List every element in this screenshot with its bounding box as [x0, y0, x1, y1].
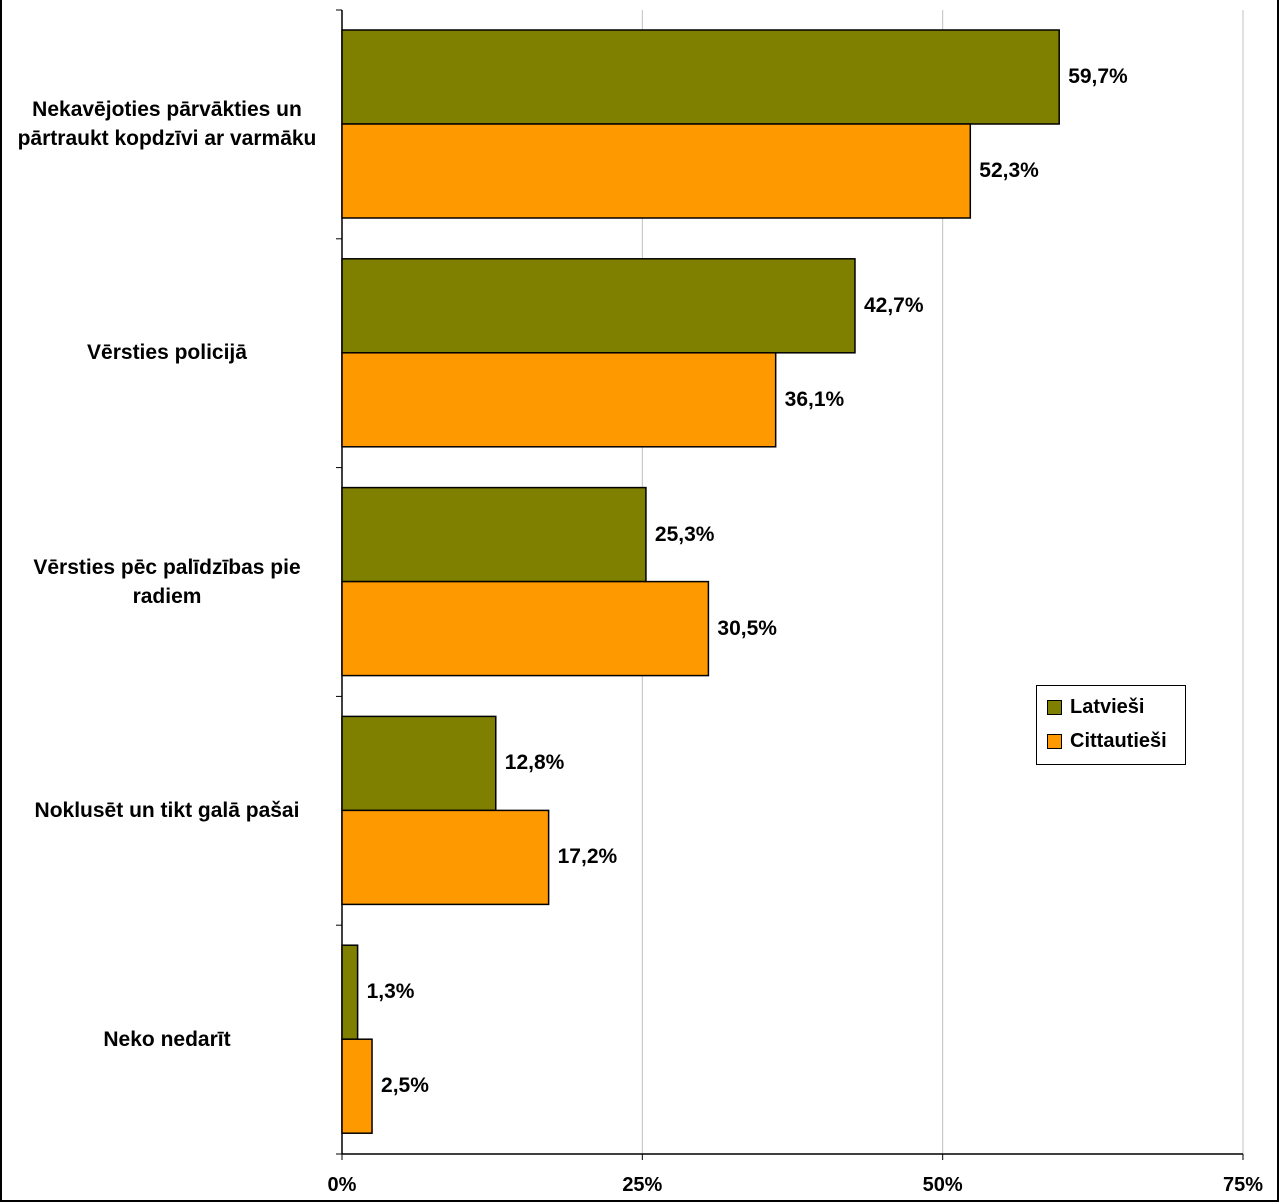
bar-cittautiesi	[341, 809, 550, 906]
data-label: 25,3%	[654, 522, 715, 546]
x-tick-label: 25%	[622, 1174, 663, 1196]
data-label: 2,5%	[381, 1074, 429, 1098]
legend-label-latviesi: Latvieši	[1070, 696, 1145, 718]
bar-latviesi	[341, 29, 1060, 125]
bar-latviesi	[341, 486, 647, 583]
data-label: 17,2%	[557, 845, 618, 869]
data-label: 30,5%	[717, 616, 777, 640]
legend-item-cittautiesi: Cittautieši	[1047, 730, 1167, 753]
data-label: 12,8%	[504, 751, 565, 775]
bar-latviesi	[341, 258, 856, 354]
data-label: 52,3%	[979, 159, 1039, 182]
bar-cittautiesi	[341, 123, 972, 219]
legend: Latvieši Cittautieši	[1036, 685, 1186, 765]
bar-cittautiesi	[341, 352, 777, 448]
data-label: 42,7%	[863, 293, 924, 317]
bar-cittautiesi	[341, 580, 710, 677]
x-tick-label: 0%	[327, 1174, 357, 1196]
bar-latviesi	[341, 715, 497, 812]
category-label: Neko nedarīt	[103, 1027, 231, 1051]
category-label: Vērsties policijā	[87, 341, 247, 365]
bar-cittautiesi	[341, 1038, 373, 1134]
legend-label-cittautiesi: Cittautieši	[1070, 730, 1167, 752]
legend-swatch-latviesi	[1047, 700, 1062, 715]
category-label: Vērsties pēc palīdzības pie radiem	[33, 555, 301, 608]
category-label: Noklusēt un tikt galā pašai	[34, 798, 300, 822]
bar-latviesi	[341, 944, 359, 1040]
x-tick-label: 75%	[1222, 1174, 1264, 1196]
data-label: 59,7%	[1068, 65, 1128, 88]
x-tick-label: 50%	[922, 1174, 963, 1196]
data-label: 1,3%	[366, 980, 415, 1004]
category-label: Nekavējoties pārvākties un pārtraukt kop…	[17, 98, 317, 150]
data-label: 36,1%	[784, 387, 845, 411]
legend-item-latviesi: Latvieši	[1047, 696, 1144, 719]
legend-swatch-cittautiesi	[1047, 734, 1062, 749]
